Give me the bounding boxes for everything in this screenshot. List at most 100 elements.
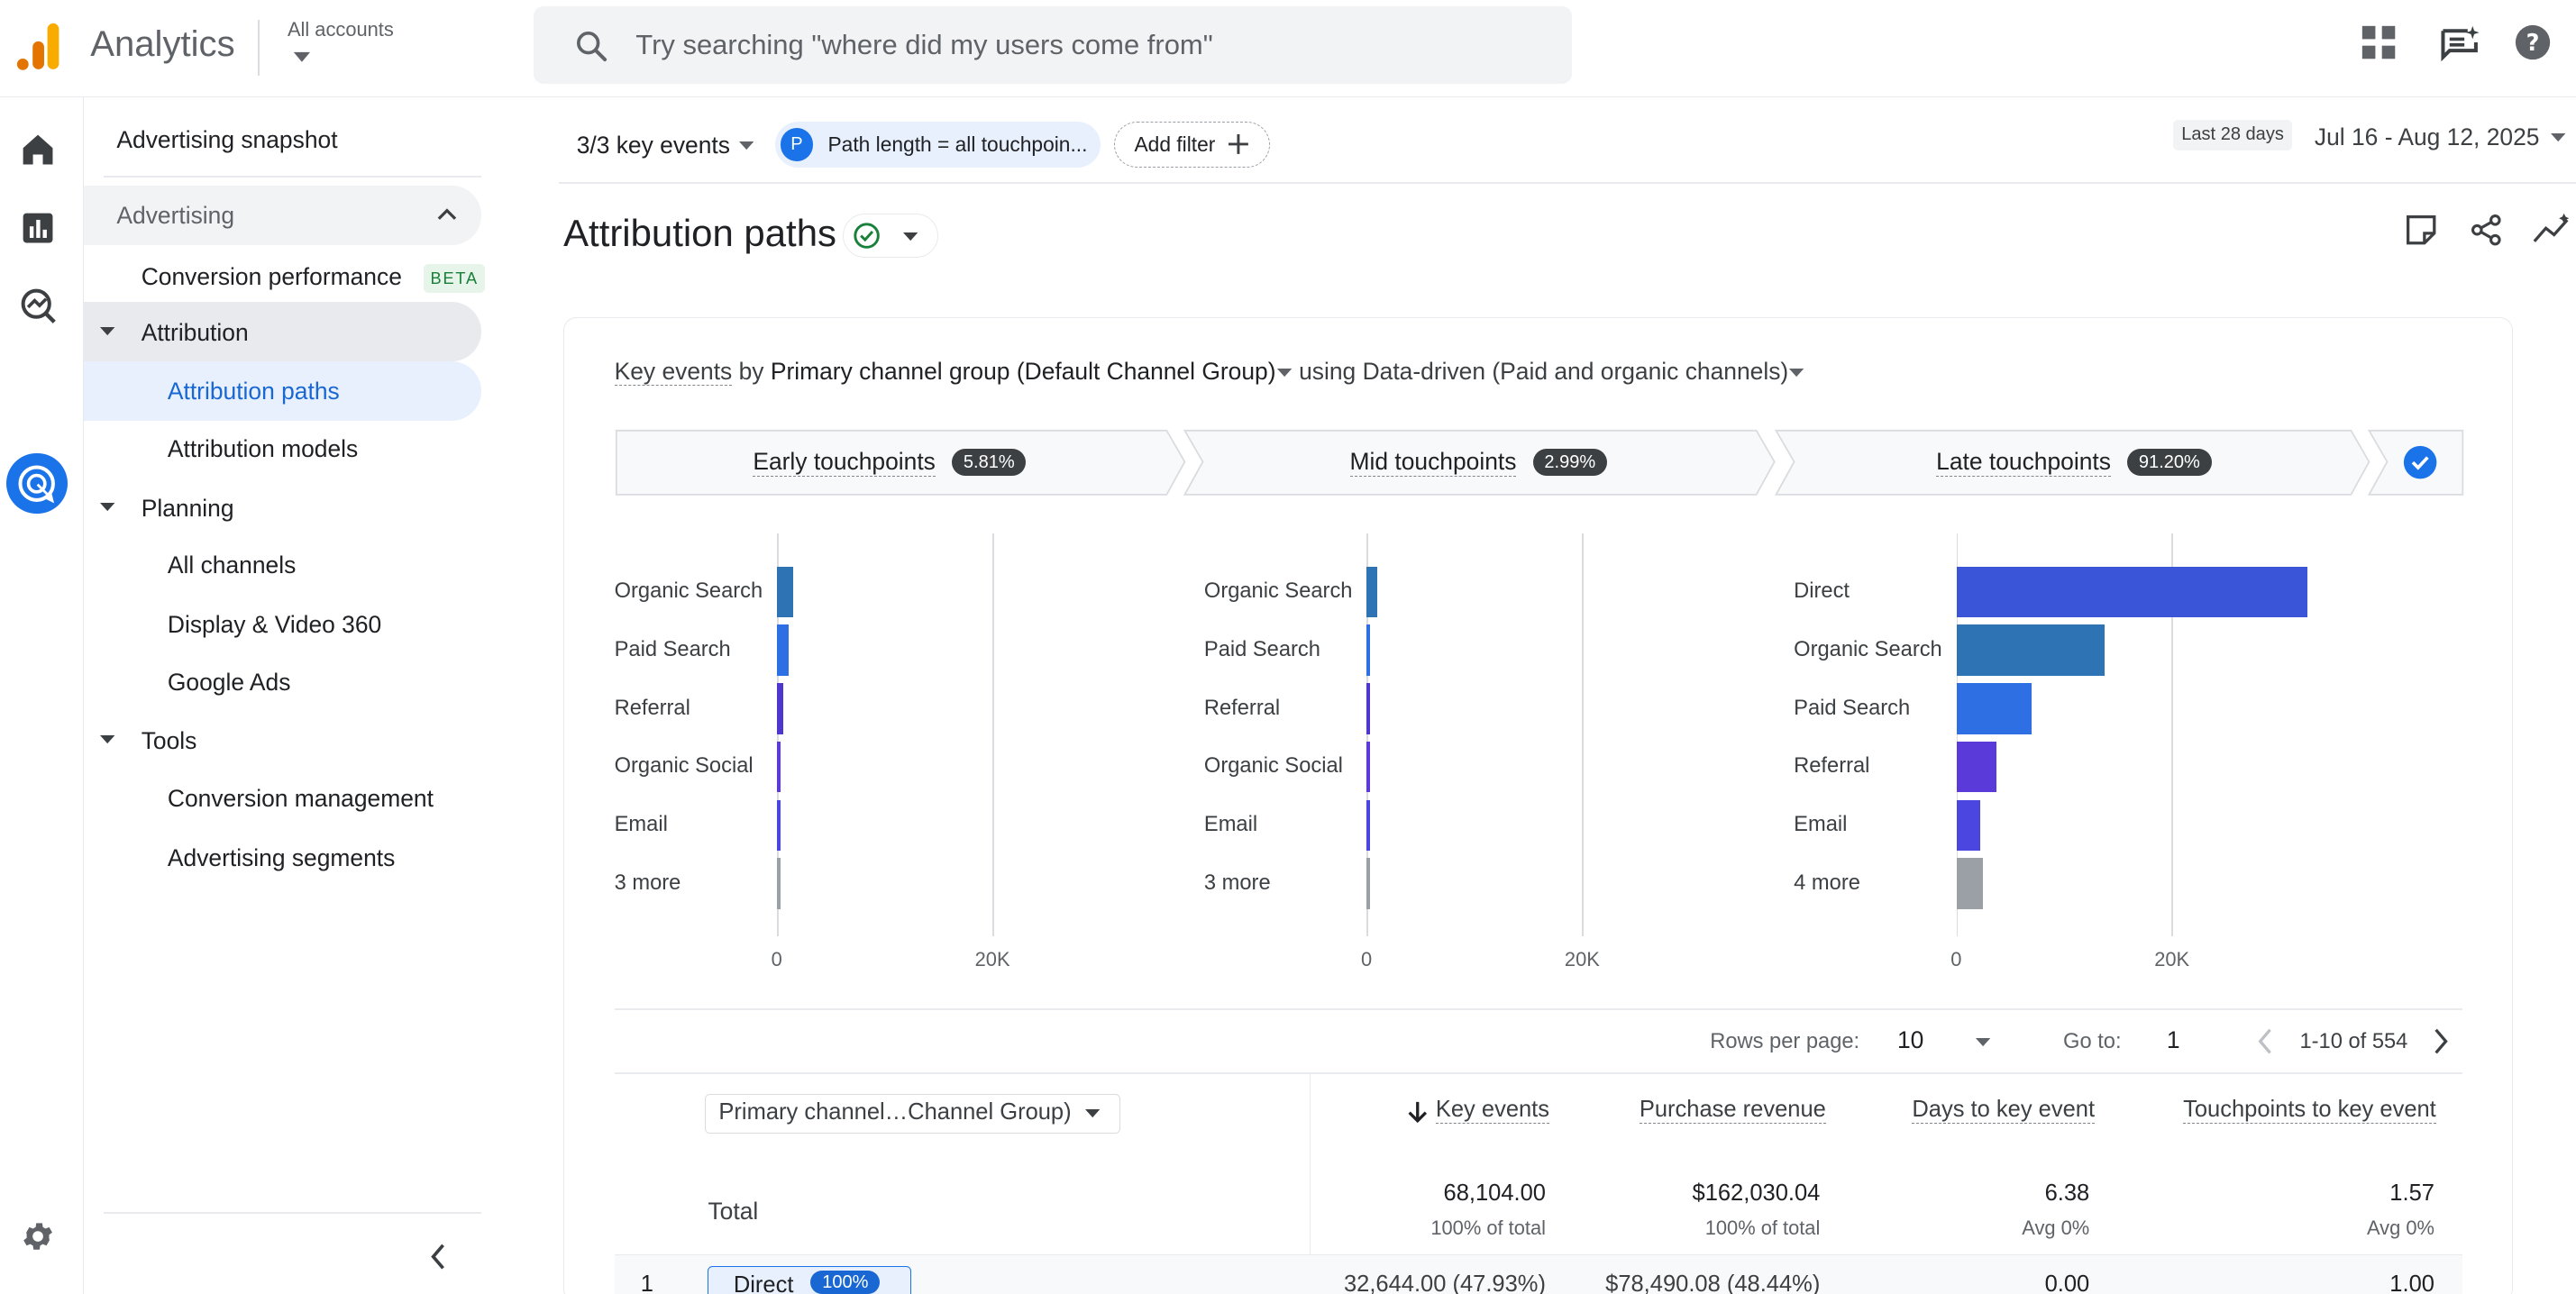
chart-bar[interactable] bbox=[1956, 566, 2308, 618]
rows-per-page-select[interactable]: 10 bbox=[1896, 1026, 1924, 1054]
chart-x-tick-label: 20K bbox=[2154, 947, 2190, 970]
chart-category-label: Paid Search bbox=[614, 638, 731, 662]
sidebar-group-planning[interactable]: Planning bbox=[141, 494, 234, 522]
account-dropdown-icon[interactable] bbox=[292, 50, 312, 64]
home-icon[interactable] bbox=[20, 132, 56, 168]
key-events-selector[interactable]: 3/3 key events bbox=[576, 131, 730, 159]
explore-icon[interactable] bbox=[20, 287, 56, 324]
dimension-column-label: Primary channel…Channel Group) bbox=[718, 1099, 1072, 1125]
caret-down-icon[interactable] bbox=[100, 735, 115, 745]
caret-down-icon[interactable] bbox=[100, 502, 115, 513]
chart-bar[interactable] bbox=[1956, 799, 1980, 852]
chart-bar[interactable] bbox=[1366, 858, 1370, 909]
chart-bar[interactable] bbox=[1956, 624, 2106, 676]
sidebar-group-label: Attribution bbox=[141, 318, 249, 346]
chart-category-label: 3 more bbox=[1203, 870, 1271, 895]
sidebar-item-conversion-management[interactable]: Conversion management bbox=[167, 785, 434, 813]
chart-category-label: 4 more bbox=[1794, 870, 1860, 895]
row-touchpoints: 1.00 bbox=[2389, 1271, 2434, 1294]
chart-bar[interactable] bbox=[777, 741, 781, 793]
add-filter-label: Add filter bbox=[1134, 132, 1216, 156]
caret-down-icon[interactable] bbox=[2551, 132, 2566, 143]
sidebar-item-conversion-performance[interactable]: Conversion performance bbox=[141, 262, 402, 290]
chart-bar[interactable] bbox=[1956, 741, 1996, 793]
sidebar-item-advertising-snapshot[interactable]: Advertising snapshot bbox=[116, 126, 338, 154]
channel-chip[interactable]: Direct 100% bbox=[708, 1266, 912, 1294]
chart-category-label: Email bbox=[614, 813, 668, 837]
chart-category-label: Email bbox=[1203, 813, 1258, 837]
chart-gridline bbox=[1366, 533, 1369, 936]
chart-bar[interactable] bbox=[1366, 799, 1370, 852]
stage-late-touchpoints[interactable]: Late touchpoints 91.20% bbox=[1791, 430, 2358, 494]
chart-category-label: Referral bbox=[1794, 754, 1870, 779]
metric-selector[interactable]: Key events bbox=[614, 358, 733, 387]
chart-bar[interactable] bbox=[777, 566, 793, 618]
feedback-icon[interactable] bbox=[2438, 24, 2480, 67]
apps-grid-icon[interactable] bbox=[2361, 24, 2397, 60]
search-input[interactable] bbox=[635, 23, 1539, 68]
stage-mid-touchpoints[interactable]: Mid touchpoints 2.99% bbox=[1199, 430, 1758, 494]
date-range-picker[interactable]: Jul 16 - Aug 12, 2025 bbox=[2314, 123, 2540, 150]
table-row[interactable] bbox=[614, 1254, 2462, 1294]
insights-note-icon[interactable] bbox=[2405, 214, 2437, 246]
sidebar-item-google-ads[interactable]: Google Ads bbox=[167, 668, 291, 696]
share-icon[interactable] bbox=[2471, 214, 2503, 246]
chart-bar[interactable] bbox=[1366, 624, 1370, 676]
stage-selected-check-icon[interactable] bbox=[2403, 445, 2437, 479]
model-selector[interactable]: Data-driven (Paid and organic channels) bbox=[1362, 358, 1789, 386]
help-icon[interactable]: ? bbox=[2515, 24, 2551, 60]
reports-icon[interactable] bbox=[20, 210, 56, 246]
chart-bar[interactable] bbox=[1366, 741, 1370, 793]
chart-bar[interactable] bbox=[777, 624, 790, 676]
caret-down-icon bbox=[902, 232, 918, 242]
column-header-purchase-revenue[interactable]: Purchase revenue bbox=[1639, 1097, 1826, 1125]
insights-trend-icon[interactable] bbox=[2533, 212, 2572, 248]
dimension-column-select[interactable]: Primary channel…Channel Group) bbox=[704, 1093, 1120, 1134]
sidebar-item-attribution-paths[interactable] bbox=[83, 360, 481, 421]
caret-down-icon[interactable] bbox=[1276, 368, 1293, 378]
collapse-sidebar-icon[interactable] bbox=[430, 1244, 446, 1270]
stage-early-touchpoints[interactable]: Early touchpoints 5.81% bbox=[615, 430, 1165, 494]
date-range-label: Last 28 days bbox=[2173, 120, 2292, 150]
sort-descending-icon[interactable] bbox=[1406, 1100, 1430, 1124]
add-filter-button[interactable]: Add filter bbox=[1113, 121, 1270, 168]
path-length-filter-chip[interactable]: P Path length = all touchpoin... bbox=[775, 121, 1101, 168]
search-bar[interactable] bbox=[534, 6, 1573, 84]
caret-down-icon[interactable] bbox=[1788, 368, 1804, 378]
admin-settings-icon[interactable] bbox=[20, 1218, 56, 1254]
advertising-icon[interactable] bbox=[6, 452, 68, 515]
column-header-key-events[interactable]: Key events bbox=[1435, 1097, 1550, 1125]
sidebar-group-tools[interactable]: Tools bbox=[141, 727, 197, 755]
row-index: 1 bbox=[640, 1271, 653, 1294]
analytics-logo-icon[interactable] bbox=[16, 22, 62, 71]
column-header-touchpoints[interactable]: Touchpoints to key event bbox=[2183, 1097, 2436, 1125]
stage-label: Mid touchpoints bbox=[1349, 448, 1517, 478]
chevron-left-icon[interactable] bbox=[2257, 1028, 2273, 1054]
chart-bar[interactable] bbox=[1366, 566, 1378, 618]
sidebar-section-advertising[interactable] bbox=[83, 185, 481, 245]
sidebar-item-display-video-360[interactable]: Display & Video 360 bbox=[167, 610, 382, 638]
dimension-selector[interactable]: Primary channel group (Default Channel G… bbox=[770, 358, 1276, 386]
sidebar-item-all-channels[interactable]: All channels bbox=[167, 551, 297, 579]
chart-bar[interactable] bbox=[1956, 683, 2032, 734]
chart-category-label: Organic Search bbox=[1203, 579, 1353, 604]
column-header-days-to-key-event[interactable]: Days to key event bbox=[1912, 1097, 2096, 1125]
chevron-up-icon[interactable] bbox=[437, 207, 457, 221]
sidebar-item-attribution-models[interactable]: Attribution models bbox=[167, 434, 359, 462]
caret-down-icon[interactable] bbox=[739, 141, 754, 151]
sidebar-item-advertising-segments[interactable]: Advertising segments bbox=[167, 843, 396, 871]
chart-bar[interactable] bbox=[777, 858, 781, 909]
report-status-button[interactable] bbox=[842, 213, 938, 259]
chart-bar[interactable] bbox=[1956, 858, 1984, 909]
sidebar-group-attribution[interactable] bbox=[83, 302, 481, 361]
chart-bar[interactable] bbox=[777, 799, 781, 852]
chart-category-label: Direct bbox=[1794, 579, 1850, 604]
chart-bar[interactable] bbox=[1366, 683, 1370, 734]
total-touchpoints: 1.57 bbox=[2389, 1180, 2434, 1207]
chevron-right-icon[interactable] bbox=[2433, 1028, 2449, 1054]
caret-down-icon bbox=[100, 326, 115, 337]
chart-bar[interactable] bbox=[777, 683, 784, 734]
caret-down-icon[interactable] bbox=[1975, 1037, 1991, 1048]
account-selector-label[interactable]: All accounts bbox=[287, 18, 394, 41]
goto-page-input[interactable]: 1 bbox=[2166, 1026, 2180, 1054]
